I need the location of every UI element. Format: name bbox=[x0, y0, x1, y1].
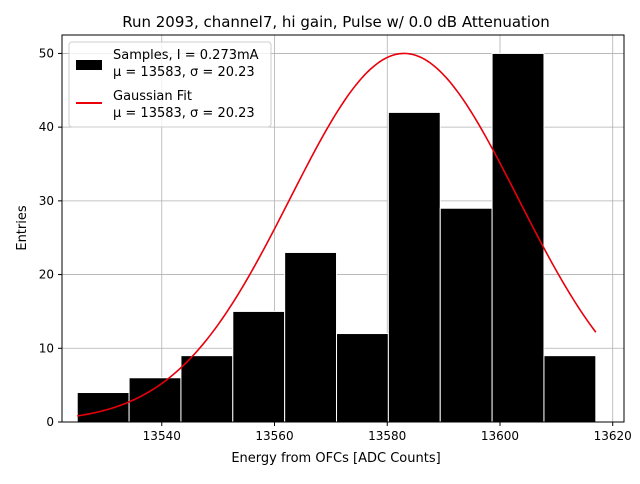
plot-area-frame bbox=[61, 34, 625, 423]
legend-swatch-samples bbox=[76, 60, 102, 70]
histogram-bar bbox=[284, 251, 338, 423]
legend-label-gaussian-fit-stats: μ = 13583, σ = 20.23 bbox=[113, 106, 255, 121]
y-tick-label: 10 bbox=[39, 341, 54, 355]
y-axis-ticks: 0 10 20 30 40 50 bbox=[39, 46, 62, 429]
y-axis-label: Entries bbox=[15, 205, 30, 251]
histogram-bar bbox=[128, 377, 182, 423]
x-tick-label: 13620 bbox=[594, 429, 632, 443]
legend-box bbox=[68, 41, 272, 128]
histogram-bar bbox=[76, 392, 130, 423]
legend-label-samples-stats: μ = 13583, σ = 20.23 bbox=[113, 65, 255, 80]
gaussian-fit-line bbox=[77, 52, 597, 417]
x-tick-label: 13580 bbox=[368, 429, 406, 443]
fit-curve-group bbox=[77, 52, 597, 417]
legend: Samples, I = 0.273mA μ = 13583, σ = 20.2… bbox=[68, 41, 272, 128]
y-tick-label: 20 bbox=[39, 268, 54, 282]
histogram-bar bbox=[543, 355, 597, 423]
histogram-bar bbox=[387, 111, 441, 423]
chart-title: Run 2093, channel7, hi gain, Pulse w/ 0.… bbox=[122, 13, 550, 31]
x-axis-label: Energy from OFCs [ADC Counts] bbox=[231, 451, 440, 466]
histogram-bar bbox=[336, 333, 389, 423]
legend-label-gaussian-fit: Gaussian Fit bbox=[113, 89, 192, 104]
histogram-bars bbox=[76, 52, 597, 423]
legend-label-samples: Samples, I = 0.273mA bbox=[113, 48, 259, 63]
y-tick-label: 0 bbox=[46, 415, 54, 429]
x-tick-label: 13540 bbox=[143, 429, 181, 443]
y-tick-label: 30 bbox=[39, 194, 54, 208]
x-axis-ticks: 13540 13560 13580 13600 13620 bbox=[143, 422, 632, 443]
x-tick-label: 13560 bbox=[255, 429, 293, 443]
histogram-bar bbox=[491, 52, 545, 423]
x-tick-label: 13600 bbox=[481, 429, 519, 443]
histogram-bar bbox=[439, 207, 493, 423]
histogram-bar bbox=[180, 355, 234, 423]
y-tick-label: 50 bbox=[39, 46, 54, 60]
y-tick-label: 40 bbox=[39, 120, 54, 134]
histogram-bar bbox=[232, 310, 286, 423]
